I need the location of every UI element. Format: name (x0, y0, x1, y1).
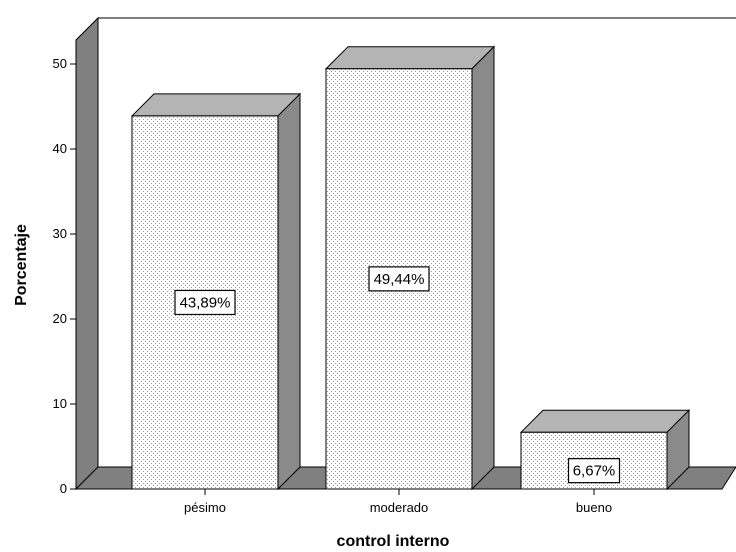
data-label: 49,44% (374, 271, 425, 288)
bar-top (519, 409, 691, 433)
bar-side (277, 92, 301, 491)
y-tick-label: 30 (53, 226, 67, 241)
data-label-box (174, 289, 236, 316)
bar-group: 43,89% (130, 92, 302, 491)
y-tick-label: 50 (53, 56, 67, 71)
data-label-box (368, 266, 430, 292)
bar-top (130, 93, 302, 117)
x-axis-title: control interno (337, 533, 450, 550)
bar-top (324, 46, 496, 70)
y-tick-label: 10 (53, 396, 67, 411)
data-label: 6,67% (573, 463, 616, 480)
y-axis: 0 10 20 30 40 50 (53, 40, 77, 496)
x-tick-label: pésimo (184, 500, 226, 515)
y-axis-title: Porcentaje (13, 224, 30, 306)
y-tick-label: 0 (60, 481, 67, 496)
data-label: 43,89% (180, 294, 231, 311)
bar-group: 6,67% (519, 409, 691, 491)
y-tick-label: 20 (53, 311, 67, 326)
x-axis: pésimo moderado bueno (184, 489, 612, 515)
x-tick-label: bueno (576, 500, 612, 515)
bar-group: 49,44% (324, 45, 496, 491)
side-wall (75, 16, 99, 491)
y-tick-label: 40 (53, 141, 67, 156)
bars: 43,89% 49,44% 6,67% (130, 45, 691, 491)
bar-side (471, 45, 495, 491)
data-label-box (567, 458, 621, 484)
x-tick-label: moderado (370, 500, 429, 515)
